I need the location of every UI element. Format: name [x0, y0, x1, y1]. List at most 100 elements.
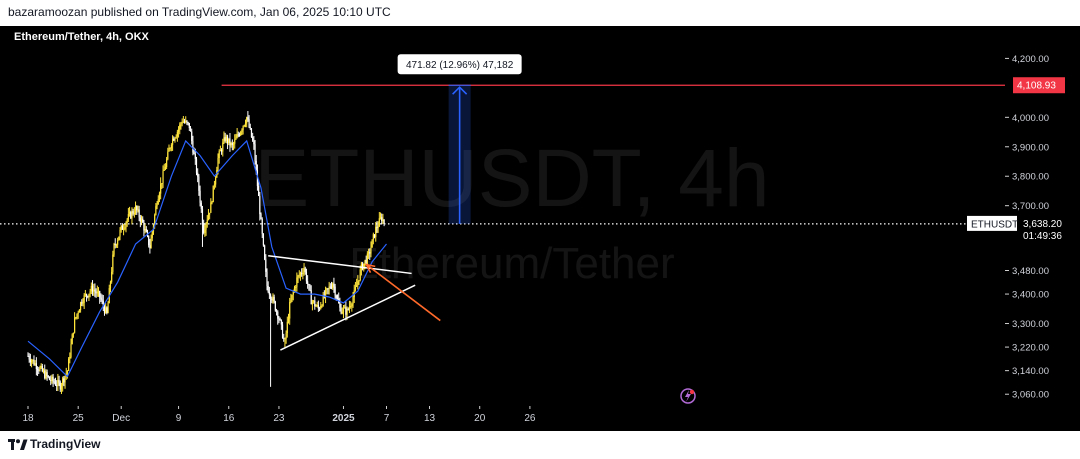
flash-icon[interactable] [680, 388, 696, 404]
candle-body [224, 137, 226, 141]
candle-body [383, 219, 385, 224]
candle-body [376, 226, 378, 229]
candle-body [35, 363, 37, 370]
candle-body [195, 158, 198, 173]
candle-body [201, 208, 204, 224]
candle-body [327, 288, 329, 290]
candle-body [262, 233, 265, 246]
orange-arrow-head [364, 263, 376, 273]
candle-body [252, 137, 254, 141]
candle-body [204, 229, 206, 233]
candle-body [333, 283, 335, 287]
candle-body [371, 239, 373, 248]
candle-body [357, 281, 359, 286]
triangle-lower-line[interactable] [280, 284, 416, 351]
candle-body [310, 290, 312, 305]
candle-body [58, 379, 60, 383]
candle-body [36, 369, 39, 371]
candle-body [109, 281, 112, 289]
current-price-text: 3,638.20 [1023, 219, 1062, 230]
candle-body [187, 122, 189, 124]
candle-body [118, 236, 120, 241]
candle-body [90, 285, 92, 292]
candle-body [138, 209, 140, 218]
candle-body [155, 206, 157, 215]
candle-body [347, 308, 349, 310]
candle-body [222, 142, 224, 152]
candle-body [166, 159, 168, 168]
candle-body [316, 304, 318, 306]
candle-body [209, 212, 211, 215]
candle-body [191, 131, 193, 141]
symbol-price-label: ETHUSDT 3,638.20 01:49:36 [967, 215, 1062, 242]
candle-body [151, 231, 153, 239]
candle-body [308, 284, 310, 286]
candle-body [188, 122, 190, 129]
candle-body [192, 140, 194, 153]
candle-body [169, 148, 171, 150]
candle-body [219, 150, 221, 152]
candle-body [378, 218, 380, 227]
candle-body [199, 190, 201, 203]
candle-body [59, 382, 61, 390]
candle-body [203, 223, 205, 233]
triangle-upper-line[interactable] [268, 255, 412, 275]
orange-arrow-line[interactable] [365, 263, 441, 322]
candle-body [57, 379, 59, 386]
candle-body [173, 138, 175, 141]
candle-body [340, 307, 342, 314]
candle-body [81, 302, 83, 304]
candle-body [206, 219, 208, 224]
resistance-label-text: 4,108.93 [1017, 81, 1056, 92]
candle-body [149, 245, 151, 249]
price-chart[interactable]: ETHUSDT, 4h Ethereum/Tether 4,200.00 4,00… [0, 26, 1080, 431]
x-tick-label: Dec [112, 413, 130, 424]
candle-body [272, 296, 274, 301]
candle-body [299, 272, 302, 276]
candle-body [236, 134, 238, 138]
measure-label-box [397, 54, 522, 75]
candle-body [261, 219, 263, 234]
candle-body [205, 223, 207, 230]
candle-body [85, 294, 88, 296]
candle-body [313, 300, 315, 302]
candle-body [311, 301, 314, 305]
candle-body [265, 259, 267, 272]
chart-footer: TradingView [0, 431, 1080, 459]
candle-body [171, 138, 174, 145]
candle-body [370, 247, 372, 254]
candle-body [283, 338, 285, 340]
candle-body [121, 225, 124, 230]
candle-body [180, 123, 182, 125]
candle-body [320, 306, 322, 309]
chart-header: bazaramoozan published on TradingView.co… [0, 0, 1080, 26]
candle-body [128, 212, 131, 215]
candle-body [83, 295, 85, 303]
candle-body [330, 287, 333, 289]
chart-canvas[interactable]: ETHUSDT, 4h Ethereum/Tether 4,200.00 4,00… [0, 26, 1080, 431]
candle-body [365, 259, 367, 264]
measure-label: 471.82 (12.96%) 47,182 [397, 54, 522, 75]
candle-body [50, 379, 52, 381]
candle-body [42, 370, 45, 372]
candle-body [70, 344, 72, 358]
candle-body [231, 143, 233, 145]
candle-body [217, 157, 219, 171]
candle-body [210, 202, 212, 213]
candle-body [362, 263, 364, 270]
candle-body [225, 136, 227, 141]
candle-body [344, 307, 346, 309]
candle-body [246, 117, 248, 124]
candle-body [95, 291, 97, 294]
candle-body [359, 269, 361, 281]
symbol-label-text: ETHUSDT [971, 219, 1018, 230]
candle-body [29, 359, 31, 363]
candle-body [317, 304, 319, 309]
measure-label-text: 471.82 (12.96%) 47,182 [406, 60, 514, 71]
candle-body [189, 128, 192, 132]
candle-body [234, 139, 236, 144]
footer-brand-text: TradingView [30, 437, 101, 451]
candle-body [273, 296, 275, 302]
candle-body [148, 235, 150, 246]
candle-body [213, 184, 216, 186]
